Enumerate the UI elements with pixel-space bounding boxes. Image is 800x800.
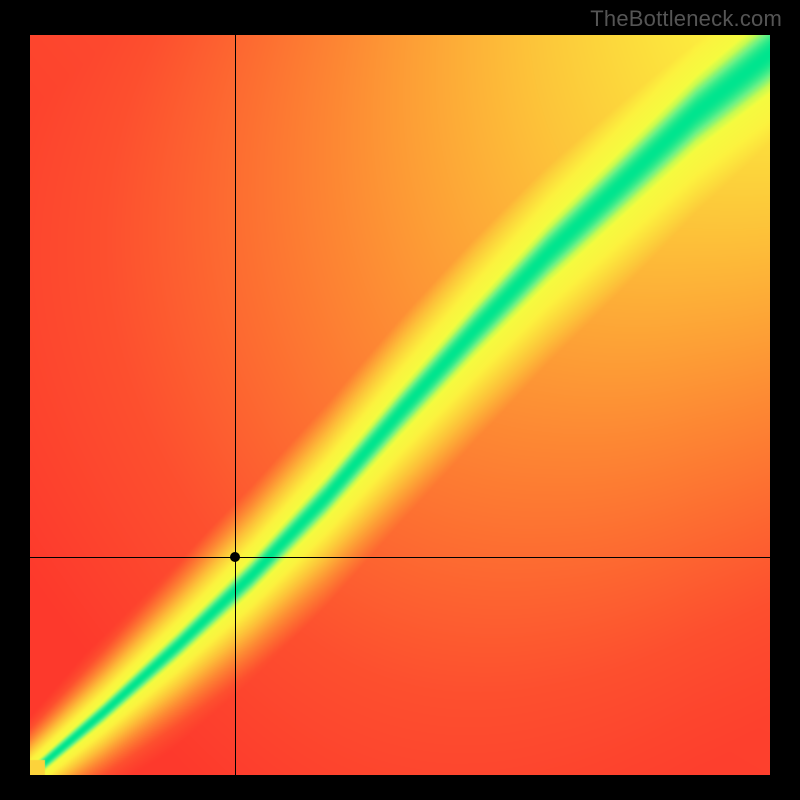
figure-container: TheBottleneck.com: [0, 0, 800, 800]
plot-area: [30, 35, 770, 775]
heatmap-canvas: [30, 35, 770, 775]
watermark-text: TheBottleneck.com: [590, 6, 782, 32]
